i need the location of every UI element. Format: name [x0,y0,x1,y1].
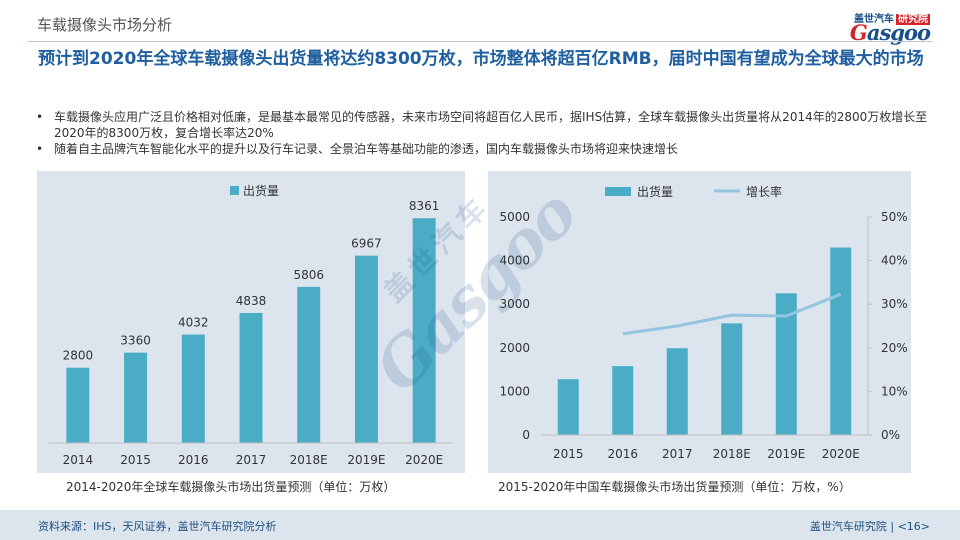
x-tick-label: 2020E [822,447,860,461]
bar [181,334,205,443]
legend-swatch-bar [605,187,631,196]
y-left-tick-label: 2000 [499,341,530,355]
x-tick-label: 2018E [290,453,328,467]
bar [666,348,688,435]
x-tick-label: 2014 [63,453,94,467]
data-label: 6967 [351,237,382,251]
bar [354,255,378,443]
bar [124,352,148,443]
x-tick-label: 2018E [713,447,751,461]
x-tick-label: 2016 [178,453,209,467]
bullet-item: 车载摄像头应用广泛且价格相对低廉，是最基本最常见的传感器，未来市场空间将超百亿人… [32,109,932,141]
logo-main-text: Gasgoo [849,20,931,45]
data-label: 4032 [178,316,209,330]
y-left-tick-label: 5000 [499,210,530,224]
y-left-tick-label: 0 [522,428,530,442]
legend-label-bar: 出货量 [637,184,673,199]
page-headline: 预计到2020年全球车载摄像头出货量将达约8300万枚，市场整体将超百亿RMB，… [38,49,924,69]
x-tick-label: 2015 [120,453,151,467]
y-right-tick-label: 30% [881,297,908,311]
right-chart-caption: 2015-2020年中国车载摄像头市场出货量预测（单位：万枚，%） [498,480,851,494]
bar [297,286,321,443]
china-shipment-chart: 出货量 增长率 0 1000 2000 3000 4000 5000 0% 10% 20% 30% 40… [499,184,908,461]
y-right-tick-label: 20% [881,341,908,355]
data-label: 3360 [120,334,151,348]
header-divider [28,41,932,42]
y-left-tick-label: 3000 [499,297,530,311]
page-number: <16> [897,520,930,533]
y-right-tick-label: 50% [881,210,908,224]
bar [721,323,743,435]
gasgoo-logo: 盖世汽车 研究院 Gasgoo [830,10,931,45]
bar [775,293,797,435]
data-label: 5806 [293,268,324,282]
data-label: 4838 [236,294,267,308]
x-tick-label: 2017 [662,447,693,461]
legend-swatch [230,186,239,195]
y-right-tick-label: 0% [881,428,900,442]
x-tick-label: 2015 [553,447,584,461]
x-tick-label: 2016 [607,447,638,461]
bar [239,312,263,443]
growth-rate-line [622,292,842,336]
data-label: 8361 [409,199,440,213]
y-left-tick-label: 4000 [499,254,530,268]
left-chart-caption: 2014-2020年全球车载摄像头市场出货量预测（单位：万枚） [66,480,396,494]
x-tick-label: 2020E [405,453,443,467]
bar [412,218,436,443]
global-shipment-chart-panel: 出货量 2800 2014 3360 2015 4032 2016 4838 2017 5806 2… [37,171,465,473]
logo-top-text: 盖世汽车 研究院 [854,14,930,25]
data-label: 2800 [63,349,94,363]
bar [830,247,852,435]
legend-label-line: 增长率 [746,184,782,199]
x-tick-label: 2019E [767,447,805,461]
x-tick-label: 2019E [347,453,385,467]
y-right-tick-label: 40% [881,254,908,268]
x-tick-label: 2017 [236,453,267,467]
y-left-tick-label: 1000 [499,384,530,398]
china-shipment-chart-panel: 出货量 增长率 0 1000 2000 3000 4000 5000 0% 10% 20% 30% 40… [488,171,911,473]
section-title: 车载摄像头市场分析 [37,16,173,34]
bar [557,379,579,435]
legend-label: 出货量 [243,183,279,198]
global-shipment-chart: 出货量 2800 2014 3360 2015 4032 2016 4838 2017 5806 2… [49,183,453,467]
footer-bar: 资料来源：IHS，天风证券，盖世汽车研究院分析 盖世汽车研究院 | <16> [0,510,960,540]
footer-brand: 盖世汽车研究院 | <16> [809,520,930,533]
footer-source: 资料来源：IHS，天风证券，盖世汽车研究院分析 [38,520,277,533]
y-right-tick-label: 10% [881,384,908,398]
bullet-list: 车载摄像头应用广泛且价格相对低廉，是最基本最常见的传感器，未来市场空间将超百亿人… [32,109,932,157]
bullet-item: 随着自主品牌汽车智能化水平的提升以及行车记录、全景泊车等基础功能的渗透，国内车载… [32,141,932,157]
bar [612,366,634,435]
bar [66,367,90,443]
